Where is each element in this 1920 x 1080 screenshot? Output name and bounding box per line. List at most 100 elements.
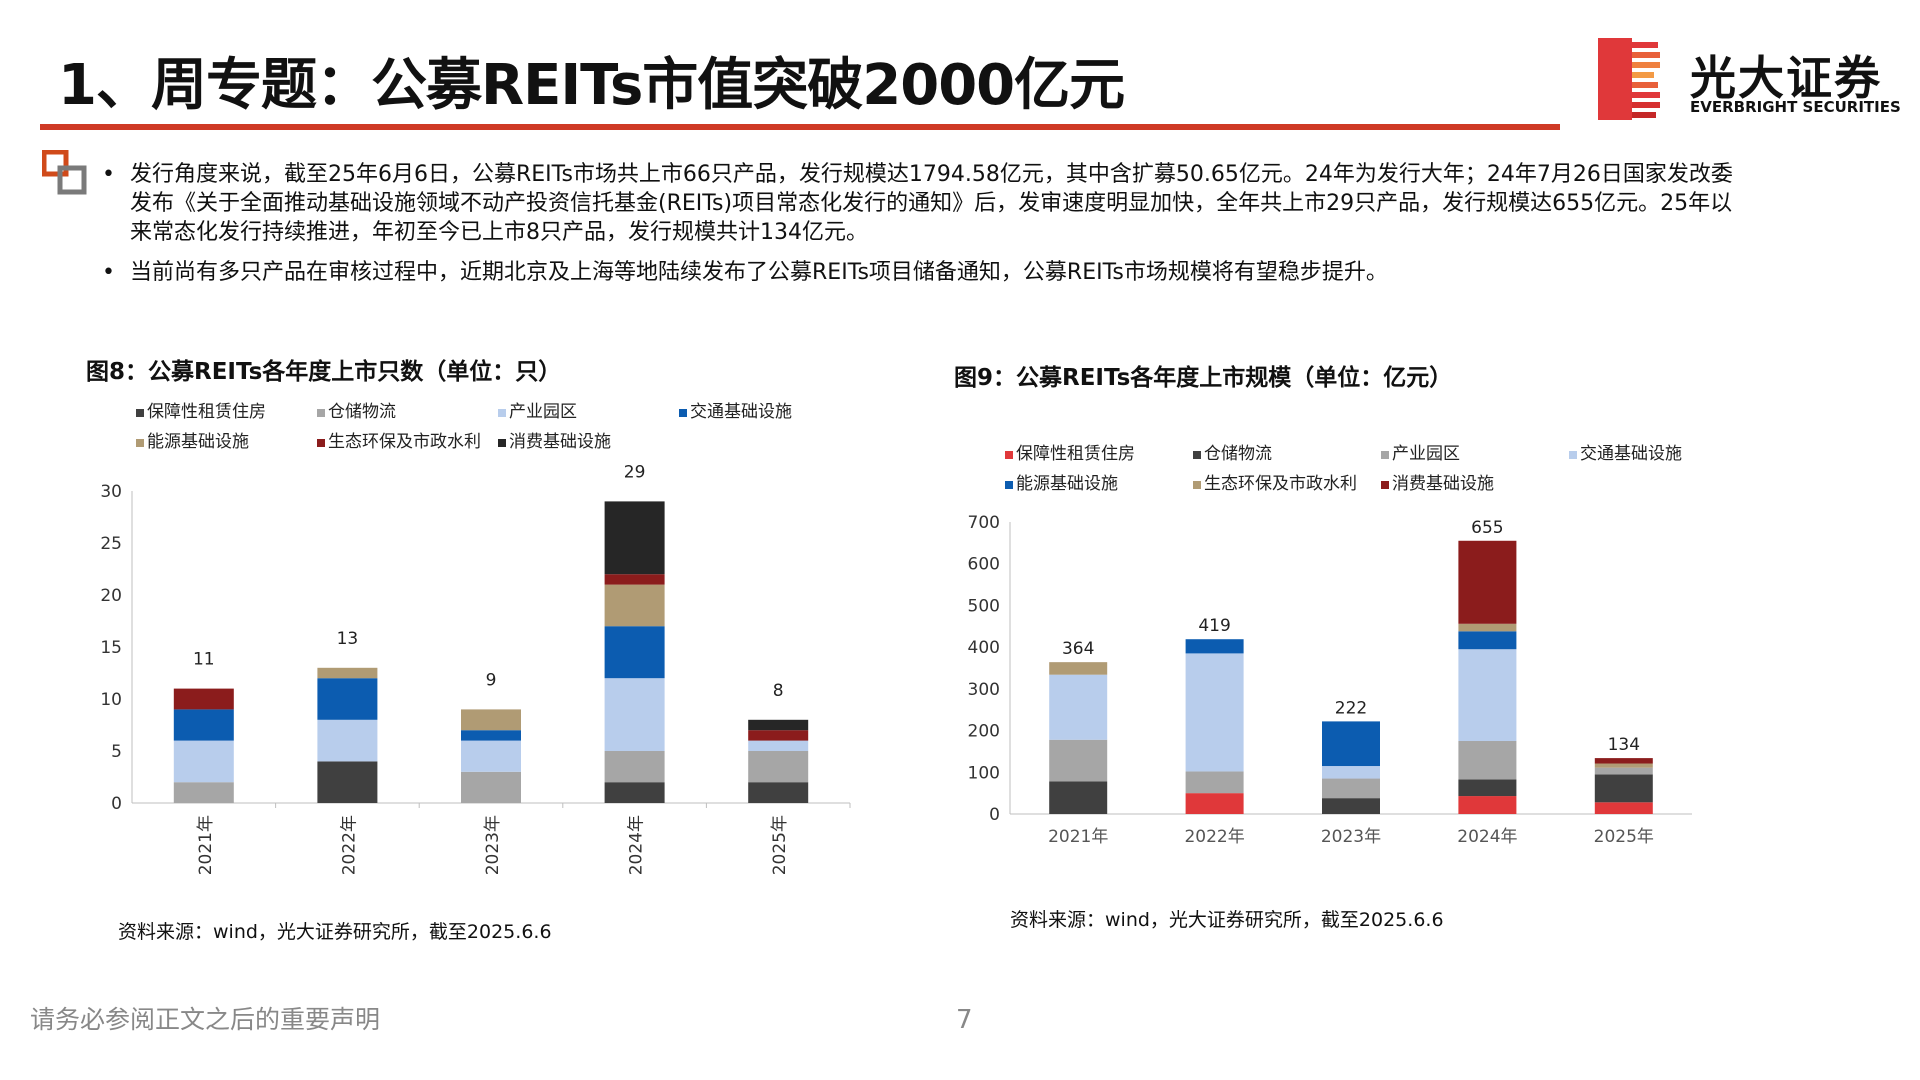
data-label-total: 655 (1471, 518, 1503, 538)
bar-segment (748, 719, 809, 731)
bar-segment (1049, 674, 1108, 740)
bar-segment (604, 584, 665, 627)
bar-segment (1185, 771, 1244, 794)
bar-segment (1049, 662, 1108, 675)
y-tick-label: 100 (968, 763, 1000, 783)
bar-segment (1594, 763, 1653, 768)
y-tick-label: 25 (100, 534, 122, 554)
bar-segment (1458, 631, 1517, 650)
logo-chinese-name: 光大证券 (1690, 51, 1882, 105)
y-tick-label: 600 (968, 555, 1000, 575)
bar-segment (1594, 758, 1653, 764)
summary-bullets: • 发行角度来说，截至25年6月6日，公募REITs市场共上市66只产品，发行规… (96, 160, 1736, 298)
bar-segment (317, 667, 378, 679)
x-tick-label: 2023年 (1321, 827, 1381, 847)
bar-segment (1594, 802, 1653, 814)
bar-segment (1322, 778, 1380, 799)
disclaimer-text: 请务必参阅正文之后的重要声明 (30, 1005, 381, 1034)
legend-swatch (498, 409, 506, 417)
source-note-fig9: 资料来源：wind，光大证券研究所，截至2025.6.6 (1010, 909, 1444, 931)
bar-segment (1049, 739, 1108, 782)
bar-segment (748, 730, 809, 741)
bar-segment (604, 501, 665, 575)
x-tick-label: 2025年 (770, 815, 790, 875)
legend-label: 交通基础设施 (690, 402, 792, 422)
source-note-fig8: 资料来源：wind，光大证券研究所，截至2025.6.6 (118, 921, 552, 943)
data-label-total: 9 (486, 670, 497, 690)
data-label-total: 8 (773, 681, 784, 701)
bar-segment (173, 740, 234, 783)
y-tick-label: 300 (968, 680, 1000, 700)
chart-title-fig9: 图9：公募REITs各年度上市规模（单位：亿元） (954, 365, 1453, 391)
bar-segment (317, 761, 378, 803)
legend-label: 能源基础设施 (1016, 474, 1118, 494)
bar-segment (604, 574, 665, 585)
y-tick-label: 700 (968, 513, 1000, 533)
legend-swatch (136, 409, 144, 417)
legend-label: 生态环保及市政水利 (328, 432, 481, 452)
legend-label: 能源基础设施 (147, 432, 249, 452)
legend-swatch (1381, 451, 1389, 459)
legend-swatch (679, 409, 687, 417)
bullet-text: 当前尚有多只产品在审核过程中，近期北京及上海等地陆续发布了公募REITs项目储备… (130, 260, 1388, 285)
x-tick-label: 2022年 (1184, 827, 1244, 847)
bar-segment (1594, 767, 1653, 775)
legend-label: 产业园区 (509, 402, 577, 422)
legend-label: 保障性租赁住房 (1016, 444, 1135, 464)
bar-segment (1322, 798, 1380, 814)
everbright-logo-icon (1598, 38, 1660, 120)
bar-segment (1049, 781, 1108, 814)
data-label-total: 364 (1062, 639, 1094, 659)
page-title: 1、周专题：公募REITs市值突破2000亿元 (58, 53, 1125, 118)
bar-segment (461, 771, 521, 803)
bullet-dot: • (102, 162, 115, 187)
x-tick-label: 2022年 (339, 815, 359, 875)
legend-label: 保障性租赁住房 (147, 402, 266, 422)
legend-swatch (317, 439, 325, 447)
y-tick-label: 20 (100, 586, 122, 606)
bar-segment (604, 678, 665, 751)
bar-segment (748, 740, 809, 751)
bar-segment (1458, 540, 1517, 624)
legend-label: 生态环保及市政水利 (1204, 474, 1357, 494)
bullet-text: 发行角度来说，截至25年6月6日，公募REITs市场共上市66只产品，发行规模达… (130, 162, 1733, 245)
logo-english-name: EVERBRIGHT SECURITIES (1690, 98, 1901, 116)
bar-segment (1185, 639, 1244, 654)
x-tick-label: 2023年 (483, 815, 503, 875)
y-tick-label: 400 (968, 638, 1000, 658)
bar-segment (461, 730, 521, 741)
legend-label: 消费基础设施 (509, 432, 611, 452)
legend-label: 仓储物流 (1204, 444, 1272, 464)
data-label-total: 11 (193, 650, 215, 670)
bullet-issuance: • 发行角度来说，截至25年6月6日，公募REITs市场共上市66只产品，发行规… (96, 160, 1736, 247)
legend-swatch (1005, 451, 1013, 459)
company-logo: 光大证券 EVERBRIGHT SECURITIES (1598, 38, 1901, 123)
legend-swatch (1005, 481, 1013, 489)
legend-swatch (498, 439, 506, 447)
y-tick-label: 10 (100, 690, 122, 710)
bar-segment (748, 751, 809, 783)
y-tick-label: 200 (968, 722, 1000, 742)
legend-label: 消费基础设施 (1392, 474, 1494, 494)
bar-segment (748, 782, 809, 803)
legend-label: 交通基础设施 (1580, 444, 1682, 464)
bullet-dot: • (102, 260, 115, 285)
decorative-squares-icon (42, 150, 87, 195)
title-divider (40, 124, 1560, 130)
x-tick-label: 2025年 (1594, 827, 1654, 847)
legend-swatch (1193, 451, 1201, 459)
bar-segment (317, 719, 378, 762)
bar-segment (1185, 653, 1244, 772)
legend-swatch (317, 409, 325, 417)
bullet-outlook: • 当前尚有多只产品在审核过程中，近期北京及上海等地陆续发布了公募REITs项目… (96, 258, 1736, 287)
bar-segment (1458, 779, 1517, 797)
x-tick-label: 2021年 (1048, 827, 1108, 847)
bar-segment (317, 678, 378, 720)
y-tick-label: 5 (111, 742, 122, 762)
legend-swatch (1193, 481, 1201, 489)
chart-title-fig8: 图8：公募REITs各年度上市只数（单位：只） (86, 359, 562, 385)
bar-segment (1185, 793, 1244, 814)
legend-label: 产业园区 (1392, 444, 1460, 464)
